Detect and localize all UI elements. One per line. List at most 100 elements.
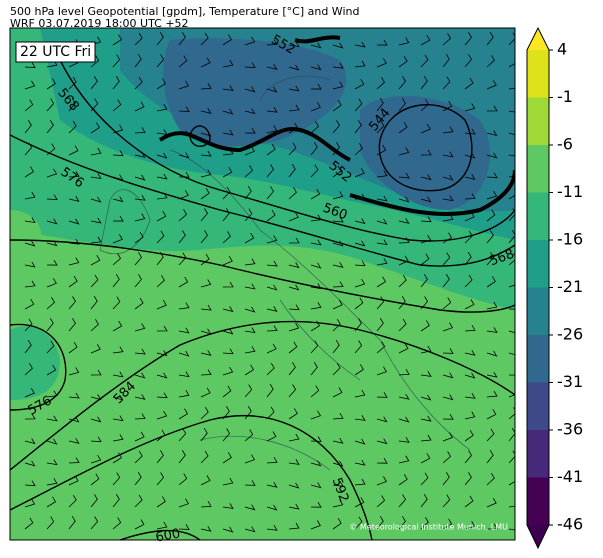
- wind-barb: [134, 394, 146, 400]
- wind-barb: [266, 406, 275, 420]
- wind-barb: [46, 278, 57, 288]
- wind-barb: [68, 457, 80, 464]
- title: 500 hPa level Geopotential [gpdm], Tempe…: [10, 5, 359, 18]
- wind-barb: [134, 274, 142, 288]
- wind-barb: [288, 503, 300, 510]
- wind-barb: [68, 76, 77, 90]
- wind-barb: [310, 64, 322, 71]
- wind-barb: [266, 431, 277, 442]
- wind-barb: [288, 284, 300, 291]
- wind-barb: [398, 494, 407, 508]
- wind-barb: [332, 499, 344, 508]
- wind-barb: [156, 251, 164, 266]
- wind-barb: [112, 150, 124, 156]
- wind-barb: [442, 76, 451, 90]
- wind-barb: [266, 457, 278, 464]
- wind-barb: [90, 254, 101, 266]
- wind-barb: [464, 54, 472, 68]
- wind-barb: [332, 240, 344, 247]
- wind-barb: [200, 427, 208, 442]
- wind-barb: [244, 306, 256, 313]
- wind-barb: [310, 283, 322, 290]
- wind-barb: [156, 230, 165, 244]
- wind-barb: [178, 450, 186, 464]
- wind-barb: [90, 295, 98, 310]
- wind-barb: [222, 428, 231, 442]
- wind-barb: [398, 369, 410, 376]
- wind-barb: [310, 436, 322, 442]
- map: [10, 28, 515, 540]
- wind-barb: [24, 217, 36, 224]
- wind-barb: [68, 318, 76, 332]
- wind-barb: [288, 237, 300, 244]
- wind-barb: [200, 187, 210, 200]
- wind-barb: [178, 55, 188, 68]
- wind-barb: [24, 498, 36, 508]
- wind-barb: [222, 59, 234, 68]
- wind-barb: [134, 471, 142, 486]
- colorbar-extend: [527, 525, 549, 548]
- wind-barb: [68, 494, 77, 508]
- wind-barb: [420, 453, 431, 464]
- wind-barb: [442, 472, 450, 486]
- wind-barb: [24, 413, 36, 420]
- wind-barb: [464, 521, 476, 530]
- wind-barb: [486, 449, 494, 464]
- wind-barb: [178, 371, 190, 378]
- wind-barb: [442, 394, 454, 401]
- wind-barb: [486, 230, 494, 244]
- wind-barb: [332, 81, 344, 90]
- wind-barb: [24, 261, 36, 268]
- wind-barb: [112, 174, 124, 181]
- colorbar-band: [527, 50, 549, 98]
- wind-barb: [112, 452, 123, 464]
- wind-barb: [156, 392, 168, 399]
- wind-barb: [398, 274, 407, 288]
- wind-barb: [332, 99, 342, 112]
- wind-barb: [156, 372, 168, 379]
- wind-barb: [222, 477, 234, 486]
- wind-barb: [222, 306, 234, 313]
- wind-barb: [46, 516, 55, 530]
- colorbar-tick-label: -36: [557, 420, 583, 439]
- wind-barb: [486, 252, 495, 266]
- wind-barb: [464, 450, 473, 464]
- wind-barb: [24, 191, 36, 200]
- wind-barb: [288, 362, 296, 376]
- wind-barb: [266, 362, 275, 376]
- colorbar-band: [527, 192, 549, 240]
- wind-barb: [200, 253, 210, 266]
- wind-barb: [464, 411, 476, 420]
- wind-barb: [508, 208, 515, 222]
- colorbar-band: [527, 240, 549, 288]
- wind-barb: [376, 97, 384, 112]
- wind-barb: [398, 147, 410, 156]
- wind-barb: [244, 346, 256, 354]
- wind-barb: [156, 152, 168, 159]
- wind-barb: [244, 327, 256, 334]
- wind-barb: [24, 339, 32, 354]
- wind-barb: [508, 474, 515, 486]
- wind-barb: [310, 410, 322, 420]
- wind-barb: [24, 298, 35, 310]
- wind-barb: [46, 438, 58, 445]
- wind-barb: [508, 230, 515, 244]
- wind-barb: [442, 274, 450, 288]
- wind-barb: [68, 171, 80, 178]
- wind-barb: [90, 319, 99, 332]
- wind-barb: [200, 475, 211, 486]
- wind-barb: [508, 450, 515, 464]
- wind-barb: [24, 142, 33, 156]
- wind-barb: [68, 367, 80, 376]
- wind-barb: [68, 97, 76, 112]
- wind-barb: [200, 387, 211, 398]
- wind-barb: [46, 143, 56, 156]
- wind-barb: [508, 132, 515, 136]
- wind-barb: [266, 235, 278, 244]
- wind-barb: [464, 211, 475, 222]
- wind-barb: [332, 481, 344, 487]
- wind-barb: [112, 517, 122, 530]
- wind-barb: [464, 393, 476, 399]
- contour-600: [119, 529, 201, 540]
- wind-barb: [222, 186, 231, 200]
